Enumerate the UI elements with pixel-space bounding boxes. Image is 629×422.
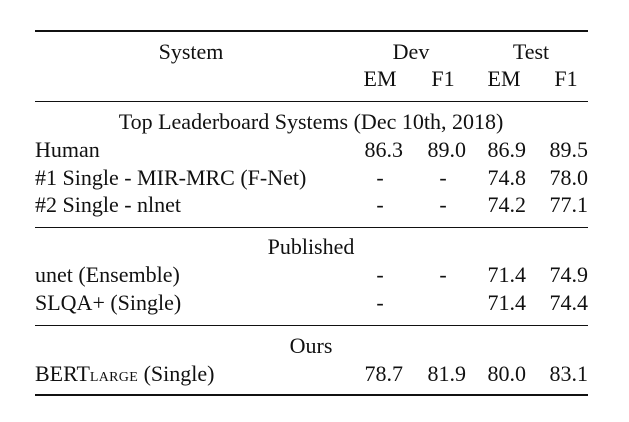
dev-f1-cell: - bbox=[439, 165, 447, 190]
test-f1-cell: 74.9 bbox=[549, 262, 589, 287]
row-system: unet (Ensemble) bbox=[35, 262, 180, 287]
test-em-cell: 74.2 bbox=[487, 192, 527, 217]
section-title-published: Published bbox=[267, 234, 355, 259]
dev-em-cell: 78.7 bbox=[364, 361, 404, 386]
row-system: Human bbox=[35, 137, 100, 162]
dev-em-cell: - bbox=[376, 165, 384, 190]
test-em-cell: 74.8 bbox=[487, 165, 527, 190]
test-em-cell: 80.0 bbox=[487, 361, 527, 386]
header-test-f1: F1 bbox=[554, 66, 578, 91]
dev-f1-cell: - bbox=[439, 192, 447, 217]
header-system: System bbox=[158, 39, 224, 64]
top-rule bbox=[35, 30, 588, 32]
section-title-ours: Ours bbox=[289, 333, 333, 358]
header-rule bbox=[35, 101, 588, 102]
section-rule-2 bbox=[35, 325, 588, 326]
section-rule-1 bbox=[35, 227, 588, 228]
system-name-subscript: LARGE bbox=[89, 370, 139, 385]
test-em-cell: 71.4 bbox=[487, 290, 527, 315]
system-name-base: BERT bbox=[35, 361, 90, 386]
row-system: #2 Single - nlnet bbox=[35, 192, 182, 217]
row-system: #1 Single - MIR-MRC (F-Net) bbox=[35, 165, 307, 190]
test-f1-cell: 74.4 bbox=[549, 290, 589, 315]
dev-em-cell: - bbox=[376, 290, 384, 315]
header-dev: Dev bbox=[392, 39, 430, 64]
test-f1-cell: 78.0 bbox=[549, 165, 589, 190]
test-f1-cell: 89.5 bbox=[549, 137, 589, 162]
section-title-leaderboard: Top Leaderboard Systems (Dec 10th, 2018) bbox=[118, 109, 504, 134]
row-system-bert: BERTLARGE (Single) bbox=[35, 361, 214, 391]
dev-em-cell: - bbox=[376, 192, 384, 217]
dev-f1-cell: 89.0 bbox=[427, 137, 467, 162]
test-em-cell: 86.9 bbox=[487, 137, 527, 162]
dev-em-cell: 86.3 bbox=[364, 137, 404, 162]
bottom-rule bbox=[35, 394, 588, 396]
dev-f1-cell: 81.9 bbox=[427, 361, 467, 386]
system-name-suffix: (Single) bbox=[138, 361, 215, 386]
dev-em-cell: - bbox=[376, 262, 384, 287]
test-f1-cell: 83.1 bbox=[549, 361, 589, 386]
header-test: Test bbox=[512, 39, 550, 64]
header-dev-em: EM bbox=[363, 66, 397, 91]
test-em-cell: 71.4 bbox=[487, 262, 527, 287]
test-f1-cell: 77.1 bbox=[549, 192, 589, 217]
header-test-em: EM bbox=[487, 66, 521, 91]
dev-f1-cell: - bbox=[439, 262, 447, 287]
row-system: SLQA+ (Single) bbox=[35, 290, 182, 315]
header-dev-f1: F1 bbox=[431, 66, 455, 91]
